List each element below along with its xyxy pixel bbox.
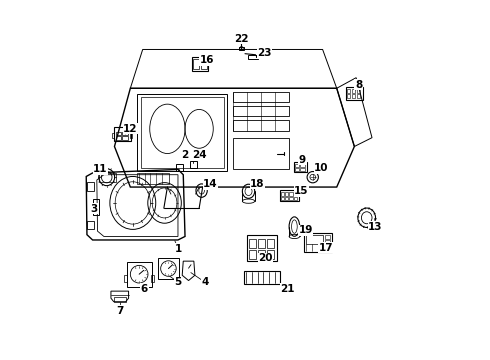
Bar	[122, 136, 127, 140]
Bar	[300, 164, 305, 167]
Bar	[245, 271, 280, 284]
Bar	[127, 262, 151, 287]
Text: 11: 11	[93, 165, 108, 174]
Bar	[116, 132, 121, 135]
Bar	[116, 136, 121, 140]
Text: 15: 15	[294, 186, 309, 196]
Bar	[247, 235, 277, 261]
Bar	[347, 94, 350, 98]
Bar	[280, 190, 299, 201]
Bar	[352, 94, 355, 98]
Text: 5: 5	[174, 277, 182, 287]
Bar	[248, 250, 256, 259]
Bar	[281, 192, 284, 195]
Bar	[325, 240, 330, 243]
Bar	[190, 161, 196, 168]
Bar	[130, 133, 132, 138]
Bar	[290, 197, 293, 200]
Text: 10: 10	[314, 163, 329, 174]
Bar	[295, 164, 299, 167]
Text: 17: 17	[319, 243, 334, 253]
Text: 14: 14	[203, 179, 218, 189]
Bar	[267, 250, 274, 259]
Bar	[114, 297, 126, 302]
Bar	[122, 132, 127, 135]
Bar	[176, 164, 183, 171]
Bar	[93, 199, 99, 215]
Text: 22: 22	[234, 34, 249, 44]
Bar	[285, 192, 289, 195]
Bar	[194, 59, 199, 69]
Bar	[98, 172, 116, 182]
Bar	[300, 168, 305, 171]
Text: 2: 2	[181, 150, 188, 160]
Text: 6: 6	[141, 284, 148, 294]
Bar	[285, 197, 289, 200]
Bar	[233, 92, 289, 102]
Bar	[295, 168, 299, 171]
Bar	[112, 133, 115, 138]
Text: 19: 19	[298, 225, 313, 235]
Bar	[294, 192, 297, 195]
Text: 24: 24	[192, 150, 206, 160]
Text: 21: 21	[280, 284, 294, 294]
Bar	[124, 275, 127, 282]
Bar	[347, 89, 350, 93]
Bar	[290, 192, 293, 195]
Text: 18: 18	[250, 179, 265, 189]
Text: 23: 23	[257, 48, 271, 58]
Bar	[248, 239, 256, 248]
Bar	[158, 258, 179, 279]
Bar	[357, 89, 360, 93]
Text: 13: 13	[368, 222, 383, 232]
Bar	[258, 239, 265, 248]
Text: 9: 9	[299, 154, 306, 165]
Bar	[357, 94, 360, 98]
Bar	[192, 57, 208, 71]
Bar	[267, 239, 274, 248]
Bar	[233, 106, 289, 117]
Bar	[345, 87, 363, 100]
Bar	[114, 127, 131, 141]
Bar	[87, 182, 94, 190]
Bar	[306, 235, 323, 243]
Bar	[239, 47, 244, 50]
Text: 20: 20	[258, 253, 273, 263]
Text: 12: 12	[123, 124, 138, 134]
Text: 3: 3	[90, 204, 98, 214]
Bar	[294, 162, 307, 172]
Text: 4: 4	[201, 277, 208, 287]
Text: 7: 7	[116, 306, 123, 315]
Bar	[258, 250, 265, 259]
Bar	[233, 120, 289, 131]
Text: 8: 8	[355, 80, 362, 90]
Bar	[87, 221, 94, 229]
Bar	[304, 233, 333, 252]
Bar	[352, 89, 355, 93]
Bar	[294, 197, 297, 200]
Bar	[233, 138, 289, 170]
Bar	[200, 59, 207, 69]
Text: 1: 1	[174, 244, 182, 254]
Bar	[151, 275, 154, 282]
Bar	[137, 173, 169, 184]
Bar	[325, 235, 330, 239]
Bar	[281, 197, 284, 200]
Bar	[248, 55, 258, 59]
Text: 16: 16	[200, 55, 215, 65]
